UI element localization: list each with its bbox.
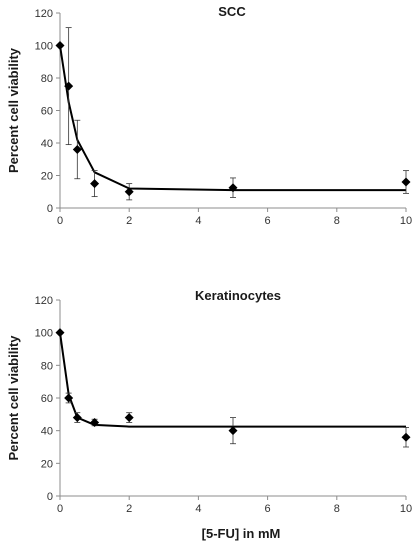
data-point-marker (55, 41, 65, 50)
chart-title: SCC (218, 4, 246, 19)
fit-curve-line (59, 332, 406, 428)
y-tick-label: 40 (41, 426, 53, 438)
y-tick-label: 60 (41, 106, 53, 118)
data-point-marker (64, 393, 74, 403)
data-point-marker (124, 187, 134, 197)
y-tick-label: 100 (35, 328, 53, 340)
data-point-marker (64, 81, 74, 91)
y-axis-title: Percent cell viability (6, 47, 21, 173)
y-tick-label: 120 (35, 295, 53, 307)
chart-panel-2: 0 20 40 60 80 100 120 0 2 4 6 8 10 Keratinocytes Perce… (6, 288, 412, 541)
data-point-marker (55, 328, 65, 338)
data-point-marker (228, 426, 238, 436)
x-axis-title: [5-FU] in mM (202, 526, 281, 541)
y-tick-label: 20 (41, 458, 53, 470)
data-point-marker (90, 179, 100, 189)
x-tick-label: 2 (126, 503, 132, 515)
y-tick-label: 100 (35, 41, 53, 53)
x-tick-label: 6 (265, 215, 271, 227)
x-tick-label: 4 (195, 215, 201, 227)
data-point-marker (72, 413, 82, 423)
y-tick-label: 0 (47, 203, 53, 215)
fit-curve-line (59, 45, 406, 192)
chart-title: Keratinocytes (195, 288, 281, 303)
data-point-marker (401, 177, 411, 187)
x-tick-label: 8 (334, 215, 340, 227)
x-tick-label: 0 (57, 503, 63, 515)
y-axis-title: Percent cell viability (6, 335, 21, 461)
x-tick-label: 10 (400, 215, 412, 227)
x-tick-label: 8 (334, 503, 340, 515)
data-point-marker (90, 418, 100, 427)
y-tick-label: 60 (41, 393, 53, 405)
data-point-marker (401, 432, 411, 442)
x-tick-label: 6 (265, 503, 271, 515)
y-tick-label: 80 (41, 73, 53, 85)
data-point-marker (72, 145, 82, 154)
x-tick-label: 0 (57, 215, 63, 227)
y-tick-label: 0 (47, 491, 53, 503)
data-point-marker (124, 413, 134, 423)
y-tick-label: 40 (41, 138, 53, 150)
data-point-marker (228, 183, 238, 193)
y-tick-label: 80 (41, 360, 53, 372)
chart-panel-1: 0 20 40 60 80 100 120 0 2 4 6 8 10 SCC Percent cell vi… (6, 4, 412, 227)
y-tick-label: 120 (35, 8, 53, 20)
y-tick-label: 20 (41, 171, 53, 183)
x-tick-label: 2 (126, 215, 132, 227)
x-tick-label: 10 (400, 503, 412, 515)
x-tick-label: 4 (195, 503, 201, 515)
